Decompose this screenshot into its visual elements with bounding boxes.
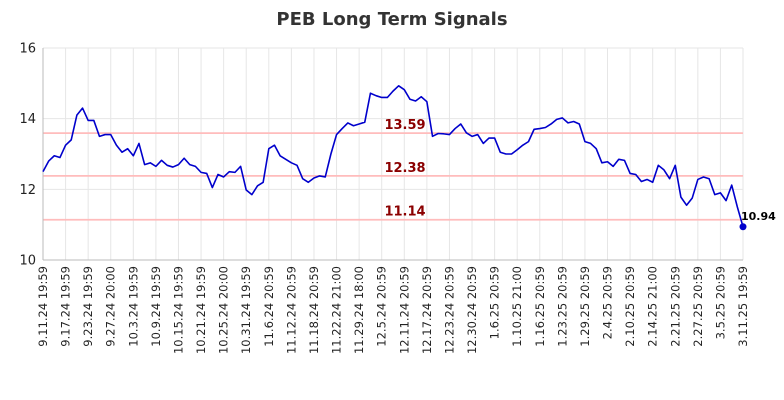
x-tick-label: 1.29.25 20:59 [578,266,592,347]
level-label: 13.59 [384,118,425,133]
chart-title: PEB Long Term Signals [276,9,507,30]
x-tick-label: 3.5.25 20:59 [713,266,727,339]
x-tick-label: 2.14.25 21:00 [646,266,660,347]
x-tick-label: 9.17.24 19:59 [59,266,73,347]
x-tick-label: 11.6.24 20:59 [262,266,276,347]
x-tick-label: 10.15.24 19:59 [171,266,185,354]
last-point-marker [739,223,747,231]
last-value-label: 10.94 [741,210,776,223]
price-line [42,85,744,228]
y-tick-label: 16 [19,42,36,57]
x-tick-label: 10.3.24 19:59 [126,266,140,347]
x-tick-label: 1.10.25 21:00 [510,266,524,347]
x-tick-label: 10.9.24 19:59 [149,266,163,347]
x-tick-label: 11.22.24 21:00 [330,266,344,354]
x-tick-label: 9.11.24 19:59 [36,266,50,347]
x-tick-label: 12.30.24 20:59 [465,266,479,354]
x-tick-label: 9.27.24 20:00 [104,266,118,347]
x-tick-label: 11.29.24 18:00 [352,266,366,354]
x-tick-label: 3.11.25 19:59 [736,266,750,347]
x-tick-label: 12.17.24 20:59 [420,266,434,354]
level-label: 12.38 [384,161,425,176]
axes [42,48,743,261]
signal-levels: 13.59 12.38 11.14 [43,118,743,221]
grid [42,47,744,261]
x-tick-label: 1.16.25 20:59 [533,266,547,347]
y-tick-label: 10 [19,254,36,269]
x-tick-label: 10.21.24 19:59 [194,266,208,354]
x-tick-label: 11.12.24 20:59 [284,266,298,354]
x-tick-label: 12.23.24 20:59 [442,266,456,354]
x-tick-label: 2.21.25 20:59 [668,266,682,347]
x-tick-label: 2.27.25 20:59 [691,266,705,347]
x-tick-label: 1.23.25 20:59 [555,266,569,347]
x-tick-label: 10.31.24 19:59 [239,266,253,354]
x-tick-label: 2.10.25 20:59 [623,266,637,347]
x-tick-label: 2.4.25 20:59 [601,266,615,339]
y-tick-label: 14 [19,112,36,127]
x-tick-label: 12.5.24 20:59 [375,266,389,347]
x-tick-label: 10.25.24 20:00 [217,266,231,354]
x-tick-label: 11.18.24 20:59 [307,266,321,354]
level-label: 11.14 [384,205,425,220]
series-layer: 10.94 [42,85,776,231]
y-tick-label: 12 [19,183,36,198]
x-axis-ticks: 9.11.24 19:59 9.17.24 19:59 9.23.24 19:59 9… [36,266,750,354]
x-tick-label: 9.23.24 19:59 [81,266,95,347]
x-tick-label: 12.11.24 20:59 [397,266,411,354]
y-axis-ticks: 10 12 14 16 [19,42,36,269]
x-tick-label: 1.6.25 20:59 [488,266,502,339]
